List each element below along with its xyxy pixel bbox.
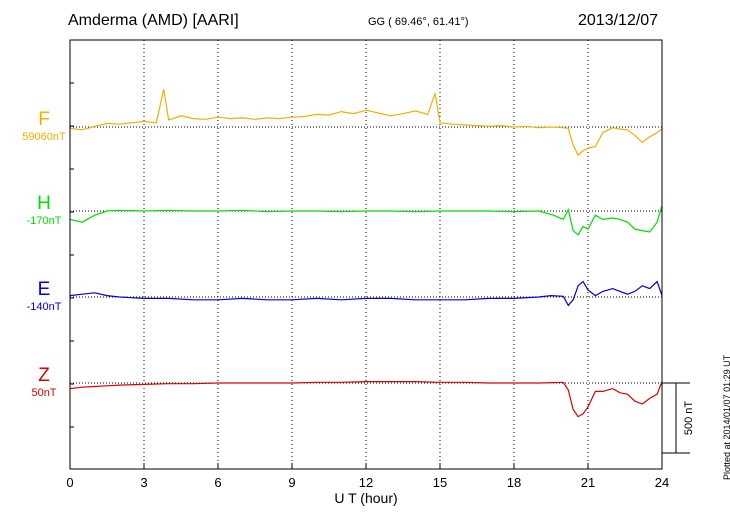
series-line-f — [69, 89, 663, 156]
x-tick-label-12: 12 — [359, 475, 373, 490]
x-axis-ticks: 0 3 6 9 12 15 18 21 24 — [66, 463, 669, 490]
x-tick-label-0: 0 — [66, 475, 73, 490]
series-name-f: F — [38, 109, 50, 130]
chart-title: Amderma (AMD) [AARI] — [68, 12, 239, 29]
x-tick-label-6: 6 — [214, 475, 221, 490]
grid-lines — [70, 40, 589, 469]
x-tick-label-15: 15 — [433, 475, 447, 490]
baseline-label-f: 59060nT — [22, 131, 66, 143]
coordinates-label: GG ( 69.46°, 61.41°) — [368, 16, 469, 28]
x-axis-label: U T (hour) — [334, 490, 397, 506]
scale-bar: 500 nT — [662, 382, 695, 454]
series-name-h: H — [37, 193, 51, 214]
x-tick-label-18: 18 — [507, 475, 521, 490]
series-line-h — [69, 205, 663, 236]
scale-bar-label: 500 nT — [683, 401, 695, 436]
x-tick-label-24: 24 — [655, 475, 669, 490]
baseline-label-z: 50nT — [31, 387, 56, 399]
series-name-z: Z — [38, 365, 50, 386]
series-line-z — [69, 381, 663, 418]
x-tick-label-3: 3 — [140, 475, 147, 490]
series-name-e: E — [38, 279, 51, 300]
baseline-label-h: -170nT — [27, 215, 62, 227]
x-tick-label-21: 21 — [581, 475, 595, 490]
x-tick-label-9: 9 — [288, 475, 295, 490]
series-line-e — [69, 280, 663, 307]
date-label: 2013/12/07 — [578, 12, 659, 29]
baseline-label-e: -140nT — [27, 301, 62, 313]
